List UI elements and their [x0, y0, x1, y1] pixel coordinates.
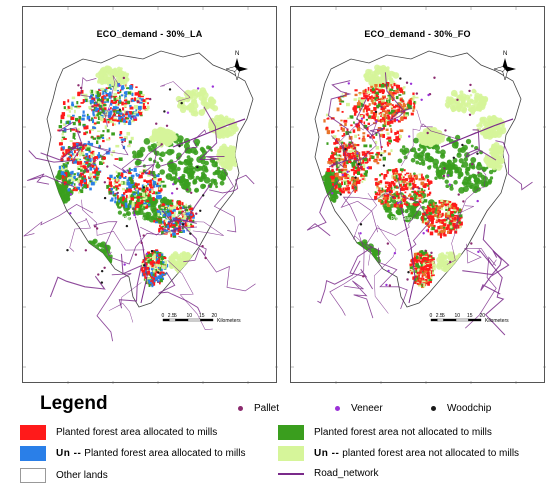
legend-item-label: Other lands	[56, 470, 108, 481]
legend-item-label: Planted forest area allocated to mills	[84, 448, 246, 459]
place-label: Tan Uyen	[121, 236, 142, 242]
scale-tick-label: 0	[162, 313, 165, 319]
scale-tick-label: 10	[455, 313, 461, 319]
scale-unit-label: Kilometers	[217, 318, 241, 324]
pallet-marker-icon	[238, 406, 243, 411]
scale-tick-label: 0	[430, 313, 433, 319]
scale-tick-label: 15	[199, 313, 205, 319]
legend-item-label: Road_network	[314, 468, 379, 479]
legend-item-label: Planted forest area not allocated to mil…	[314, 427, 492, 438]
map-panel-right: Phu Giao Tan Uyen N 0 2.5 5 10 15 20 Kilometers E…	[290, 6, 546, 384]
legend-item-not-allocated: Planted forest area not allocated to mil…	[278, 425, 492, 440]
map-title-left: ECO_demand - 30%_LA	[96, 29, 203, 39]
legend: Legend Pallet Veneer Woodchip Planted fo…	[0, 392, 550, 490]
legend-item-allocated: Planted forest area allocated to mills	[20, 425, 217, 440]
scale-tick-label: 2.5	[436, 313, 443, 319]
legend-swatch	[20, 446, 46, 461]
legend-item-road-network: Road_network	[278, 468, 378, 479]
legend-item-label: planted forest area not allocated to mil…	[342, 448, 520, 459]
legend-mill-pallet: Pallet	[238, 403, 279, 414]
legend-mill-label: Veneer	[351, 403, 383, 414]
legend-item-label: Planted forest area allocated to mills	[56, 427, 218, 438]
scale-tick-label: 2.5	[168, 313, 175, 319]
legend-item-un-not-allocated: Un -- planted forest area not allocated …	[278, 446, 519, 461]
map-panel-left: Phu Giao Tan Uyen N 0 2.5 5 10 15 20 Kilometers E…	[22, 6, 278, 384]
legend-mill-veneer: Veneer	[335, 403, 383, 414]
graticule-ticks	[23, 7, 278, 384]
scale-unit-label: Kilometers	[485, 318, 509, 324]
road-network	[306, 72, 533, 336]
place-label: Phu Giao	[123, 216, 144, 222]
graticule-ticks	[291, 7, 546, 384]
scale-tick-label: 10	[187, 313, 193, 319]
road-line-icon	[278, 472, 304, 475]
place-label: Tan Uyen	[389, 236, 410, 242]
map-title-right: ECO_demand - 30%_FO	[364, 29, 471, 39]
legend-swatch	[20, 425, 46, 440]
north-label: N	[235, 51, 239, 57]
scale-tick-label: 5	[174, 313, 177, 319]
scale-tick-label: 20	[480, 313, 486, 319]
legend-item-prefix: Un --	[314, 448, 340, 459]
legend-swatch	[20, 468, 46, 483]
legend-swatch	[278, 425, 304, 440]
scale-tick-label: 15	[467, 313, 473, 319]
legend-mill-label: Woodchip	[447, 403, 492, 414]
legend-swatch	[278, 446, 304, 461]
woodchip-marker-icon	[431, 406, 436, 411]
mill-locations	[66, 76, 215, 284]
road-network	[23, 75, 256, 342]
legend-mill-woodchip: Woodchip	[431, 403, 491, 414]
legend-mill-label: Pallet	[254, 403, 280, 414]
north-arrow-icon: N	[225, 51, 248, 81]
legend-item-other-lands: Other lands	[20, 468, 108, 483]
scale-tick-label: 20	[212, 313, 218, 319]
place-label: Phu Giao	[391, 216, 412, 222]
legend-title: Legend	[40, 393, 108, 414]
mill-locations	[331, 76, 480, 287]
veneer-marker-icon	[335, 406, 340, 411]
legend-item-prefix: Un --	[56, 448, 82, 459]
north-arrow-icon: N	[493, 51, 516, 81]
legend-item-un-allocated: Un -- Planted forest area allocated to m…	[20, 446, 245, 461]
scale-tick-label: 5	[442, 313, 445, 319]
north-label: N	[503, 51, 507, 57]
